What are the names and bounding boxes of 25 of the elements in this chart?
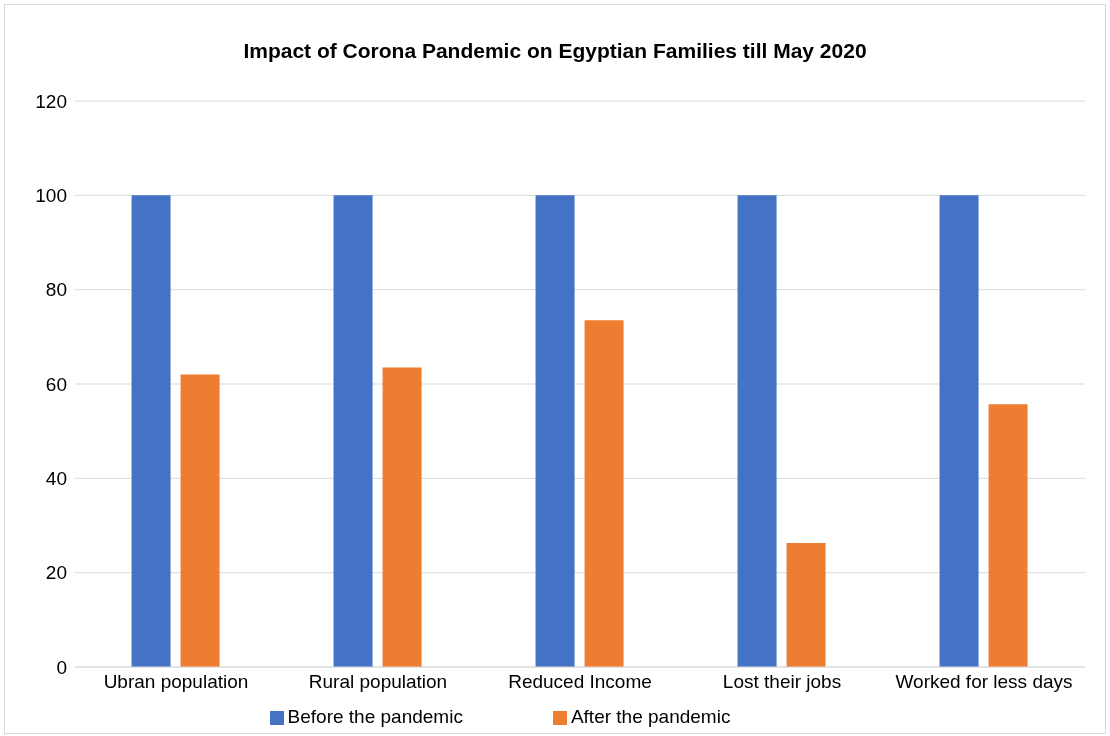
legend-label: After the pandemic — [570, 706, 731, 727]
x-tick-label: Lost their jobs — [722, 671, 842, 693]
bar — [737, 195, 777, 667]
y-tick-label: 100 — [35, 185, 67, 207]
y-tick-label: 120 — [35, 90, 67, 112]
x-tick-label: Ubran population — [103, 671, 249, 693]
y-tick-label: 0 — [56, 656, 67, 678]
bar — [382, 367, 422, 667]
bar — [180, 374, 220, 667]
y-tick-label: 80 — [45, 279, 67, 301]
bar — [939, 195, 979, 667]
legend-label: Before the pandemic — [287, 706, 463, 727]
y-tick-label: 40 — [45, 468, 67, 490]
bar — [584, 320, 624, 667]
x-tick-label: Rural population — [308, 671, 448, 693]
y-tick-label: 60 — [45, 373, 67, 395]
y-tick-label: 20 — [45, 562, 67, 584]
bar — [988, 404, 1028, 667]
bar — [786, 542, 826, 667]
x-tick-label: Reduced Income — [508, 671, 652, 693]
bar — [333, 195, 373, 667]
x-tick-label: Worked for less days — [895, 671, 1073, 693]
bar — [535, 195, 575, 667]
bar — [131, 195, 171, 667]
chart-title: Impact of Corona Pandemic on Egyptian Families till May 2020 — [242, 38, 868, 64]
